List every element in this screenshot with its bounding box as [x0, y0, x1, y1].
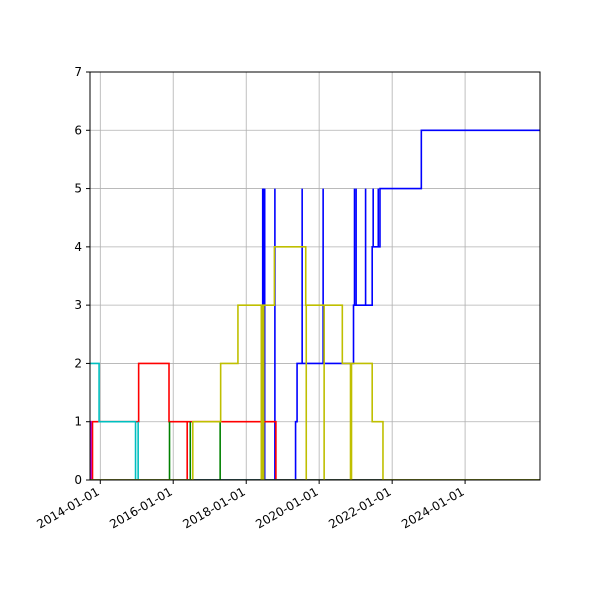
y-tick-label: 2 [74, 356, 82, 370]
y-tick-label: 7 [74, 65, 82, 79]
y-tick-label: 5 [74, 182, 82, 196]
series-line-0 [90, 129, 540, 480]
series-layer [90, 129, 540, 480]
x-tick-label: 2024-01-01 [399, 484, 466, 531]
y-axis: 0 1 2 3 4 5 6 7 [74, 65, 90, 487]
series-line-2 [90, 362, 540, 480]
series-line-1 [90, 362, 540, 480]
y-tick-label: 0 [74, 473, 82, 487]
x-tick-label: 2022-01-01 [326, 484, 393, 531]
plot-frame [89, 71, 541, 481]
x-tick-label: 2018-01-01 [180, 484, 247, 531]
y-tick-label: 6 [74, 123, 82, 137]
x-axis: 2014-01-01 2016-01-01 2018-01-01 2020-01-01… [34, 480, 467, 531]
y-tick-label: 1 [74, 415, 82, 429]
x-tick-label: 2014-01-01 [34, 484, 101, 531]
series-line-3 [90, 420, 540, 480]
y-tick-label: 4 [74, 240, 82, 254]
x-tick-label: 2016-01-01 [107, 484, 174, 531]
series-line-5 [90, 246, 540, 480]
y-tick-label: 3 [74, 298, 82, 312]
x-tick-label: 2020-01-01 [253, 484, 320, 531]
grid [90, 71, 540, 481]
